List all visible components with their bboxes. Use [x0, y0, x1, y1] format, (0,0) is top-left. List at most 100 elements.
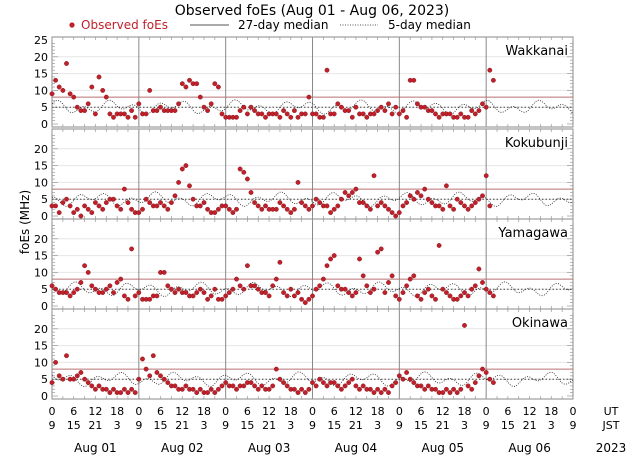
observed-point — [212, 390, 218, 395]
x-tick-jst: 3 — [114, 419, 121, 432]
x-tick-jst: 15 — [327, 419, 341, 432]
y-tick-label: 15 — [34, 68, 48, 81]
observed-point — [219, 111, 225, 117]
observed-point — [122, 386, 127, 392]
observed-point — [382, 290, 388, 295]
observed-point — [483, 286, 489, 292]
observed-point — [49, 380, 55, 385]
observed-point — [480, 101, 485, 107]
observed-point — [404, 370, 409, 375]
y-tick-label: 0 — [41, 210, 48, 223]
observed-point — [172, 193, 178, 199]
observed-point — [64, 61, 69, 66]
observed-point — [476, 196, 482, 202]
observed-point — [67, 203, 73, 209]
observed-point — [230, 383, 236, 389]
observed-point — [96, 203, 102, 209]
observed-point — [82, 263, 88, 269]
observed-point — [190, 386, 196, 392]
jst-label: JST — [602, 419, 620, 432]
observed-point — [56, 373, 62, 379]
y-tick-label: 0 — [41, 118, 48, 131]
observed-point — [436, 114, 442, 120]
observed-point — [433, 296, 438, 302]
observed-point — [136, 376, 142, 382]
observed-point — [335, 101, 341, 107]
x-tick-jst: 21 — [175, 419, 189, 432]
observed-point — [100, 88, 106, 93]
observed-point — [230, 286, 236, 292]
observed-point — [443, 183, 449, 189]
x-tick-ut: 6 — [504, 405, 511, 418]
observed-point — [382, 386, 388, 392]
station-label: Yamagawa — [497, 226, 568, 241]
observed-point — [215, 206, 221, 212]
x-tick-jst: 9 — [483, 419, 490, 432]
observed-point — [371, 390, 377, 395]
observed-point — [375, 108, 380, 114]
observed-point — [85, 380, 91, 385]
observed-point — [483, 370, 489, 375]
observed-point — [490, 380, 496, 385]
observed-point — [313, 383, 319, 389]
observed-point — [208, 386, 214, 392]
y-tick-label: 15 — [34, 160, 48, 173]
observed-point — [205, 390, 211, 395]
observed-trace — [51, 99, 574, 116]
observed-point — [187, 183, 192, 189]
y-tick-label: 5 — [41, 283, 48, 296]
observed-point — [433, 386, 438, 392]
observed-point — [118, 276, 124, 282]
observed-point — [208, 101, 214, 107]
observed-point — [122, 186, 127, 192]
observed-point — [447, 203, 453, 209]
observed-point — [284, 206, 290, 212]
observed-point — [172, 290, 178, 295]
x-tick-jst: 21 — [262, 419, 276, 432]
observed-point — [78, 280, 84, 285]
observed-point — [342, 383, 348, 389]
observed-point — [161, 269, 167, 275]
observed-point — [107, 390, 113, 395]
observed-point — [150, 353, 156, 359]
observed-point — [273, 276, 279, 282]
observed-point — [118, 206, 124, 212]
observed-point — [353, 290, 359, 295]
observed-point — [100, 290, 106, 295]
x-tick-jst: 21 — [436, 419, 450, 432]
x-tick-jst: 3 — [287, 419, 294, 432]
observed-point — [338, 196, 344, 202]
observed-point — [89, 283, 95, 289]
observed-point — [375, 249, 380, 255]
observed-point — [462, 290, 467, 295]
x-tick-ut: 18 — [197, 405, 211, 418]
observed-point — [331, 380, 337, 385]
observed-point — [440, 206, 446, 212]
observed-point — [371, 173, 377, 179]
observed-point — [353, 104, 359, 110]
observed-point — [226, 206, 232, 212]
observed-point — [223, 380, 229, 385]
observed-point — [487, 67, 493, 73]
y-tick-label: 0 — [41, 300, 48, 313]
observed-point — [393, 213, 399, 219]
observed-point — [78, 370, 84, 375]
observed-point — [407, 276, 413, 282]
observed-point — [291, 108, 297, 114]
y-tick-label: 20 — [34, 233, 48, 246]
y-tick-label: 20 — [34, 323, 48, 336]
observed-point — [64, 290, 69, 295]
observed-point — [107, 283, 113, 289]
observed-point — [364, 114, 370, 120]
observed-point — [60, 376, 66, 382]
observed-point — [234, 386, 239, 392]
observed-point — [386, 206, 391, 212]
observed-point — [349, 376, 355, 382]
observed-point — [103, 94, 109, 100]
observed-point — [140, 206, 145, 212]
observed-point — [483, 104, 489, 110]
observed-point — [480, 366, 485, 372]
x-tick-ut: 18 — [371, 405, 385, 418]
observed-point — [277, 114, 283, 120]
